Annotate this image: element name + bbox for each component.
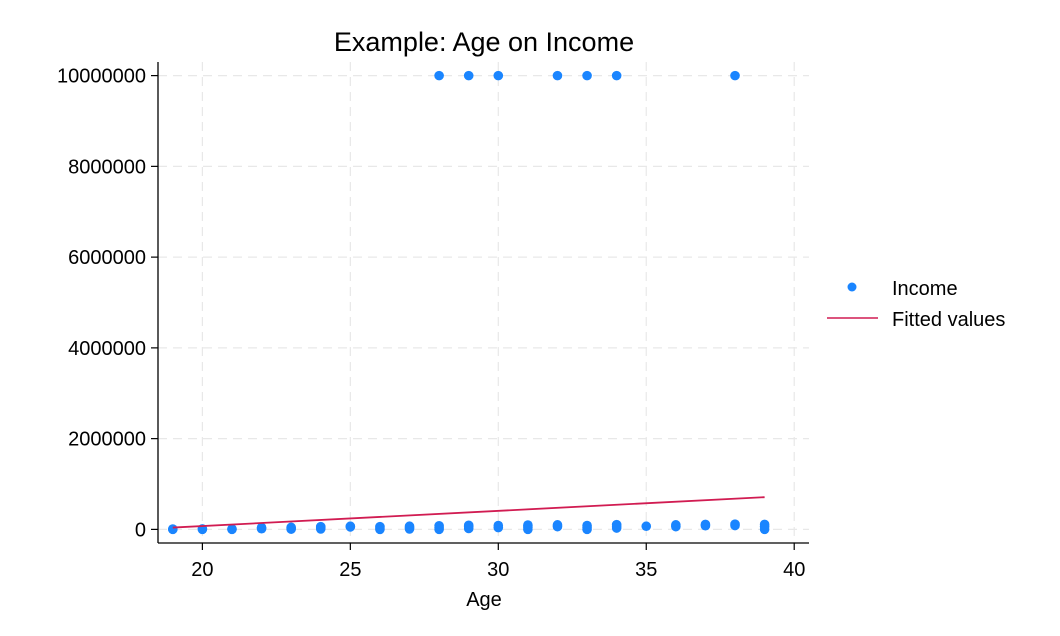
y-tick-label: 2000000: [68, 429, 146, 451]
data-point: [315, 521, 326, 532]
plot-area: [167, 70, 770, 535]
fitted-line: [172, 496, 765, 529]
data-point: [582, 520, 592, 531]
data-point: [286, 522, 296, 533]
data-point: [493, 520, 504, 531]
legend: Income Fitted values: [827, 278, 1005, 331]
grid: [158, 62, 809, 543]
data-point: [611, 519, 622, 530]
data-point: [582, 70, 592, 81]
data-point: [552, 520, 563, 530]
data-point: [641, 521, 652, 532]
data-point: [434, 70, 444, 81]
x-tick-label: 35: [635, 559, 657, 581]
x-tick-label: 25: [339, 559, 361, 581]
y-tick-label: 6000000: [68, 247, 146, 269]
y-tick-label: 0: [135, 519, 146, 541]
y-ticks: 0 2000000 4000000 6000000 8000000 10000000: [57, 66, 158, 541]
data-point: [523, 520, 533, 530]
data-point: [700, 519, 711, 530]
data-point: [730, 70, 740, 81]
data-point: [434, 520, 444, 531]
legend-label-income: Income: [892, 278, 958, 300]
x-tick-label: 30: [487, 559, 509, 581]
data-point: [375, 521, 385, 532]
data-point: [404, 521, 415, 532]
data-point: [671, 520, 681, 530]
x-tick-label: 40: [783, 559, 805, 581]
axes: [157, 62, 809, 544]
data-point: [345, 521, 356, 532]
data-point: [493, 70, 504, 81]
data-point: [552, 70, 563, 81]
x-axis-label: Age: [466, 589, 502, 611]
data-point: [167, 524, 178, 534]
data-point: [611, 70, 622, 81]
legend-label-fitted: Fitted values: [892, 309, 1005, 331]
data-point: [463, 70, 474, 81]
x-tick-label: 20: [191, 559, 213, 581]
legend-marker-income: [847, 282, 857, 292]
data-point: [227, 524, 237, 534]
data-point: [463, 520, 474, 531]
y-tick-label: 10000000: [57, 66, 146, 88]
x-ticks: 20 25 30 35 40: [191, 543, 805, 581]
data-point: [759, 519, 770, 530]
data-point: [256, 522, 267, 533]
chart-title: Example: Age on Income: [334, 27, 634, 57]
y-tick-label: 4000000: [68, 338, 146, 360]
data-point: [730, 519, 740, 529]
y-tick-label: 8000000: [68, 156, 146, 178]
